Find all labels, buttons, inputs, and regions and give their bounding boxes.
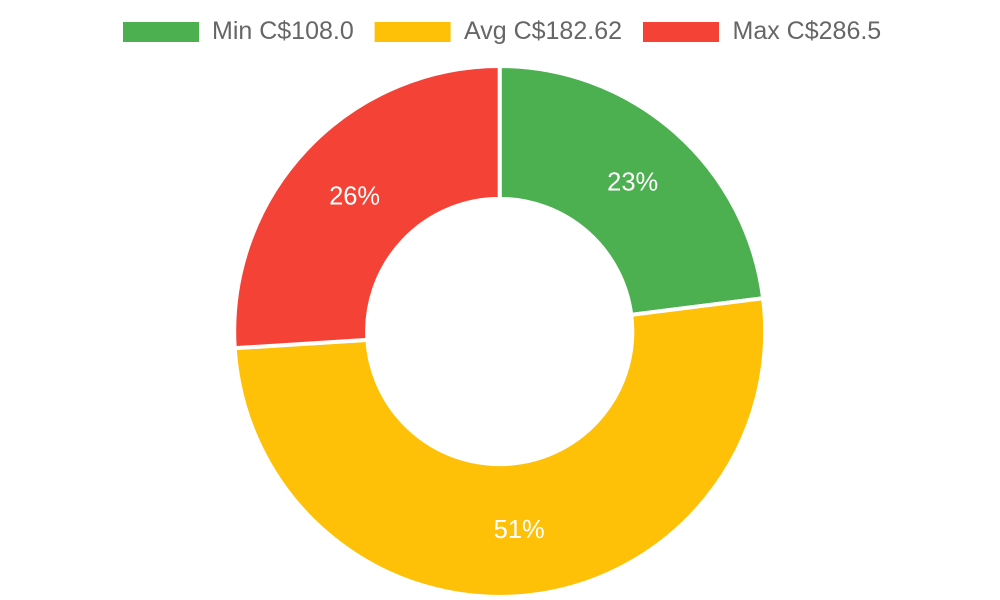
svg-text:23%: 23% <box>607 169 658 197</box>
svg-text:Max C$286.5: Max C$286.5 <box>733 17 882 45</box>
svg-text:26%: 26% <box>329 182 380 210</box>
svg-text:51%: 51% <box>494 516 545 544</box>
svg-text:Avg C$182.62: Avg C$182.62 <box>464 17 622 45</box>
svg-text:Min C$108.0: Min C$108.0 <box>212 17 354 45</box>
